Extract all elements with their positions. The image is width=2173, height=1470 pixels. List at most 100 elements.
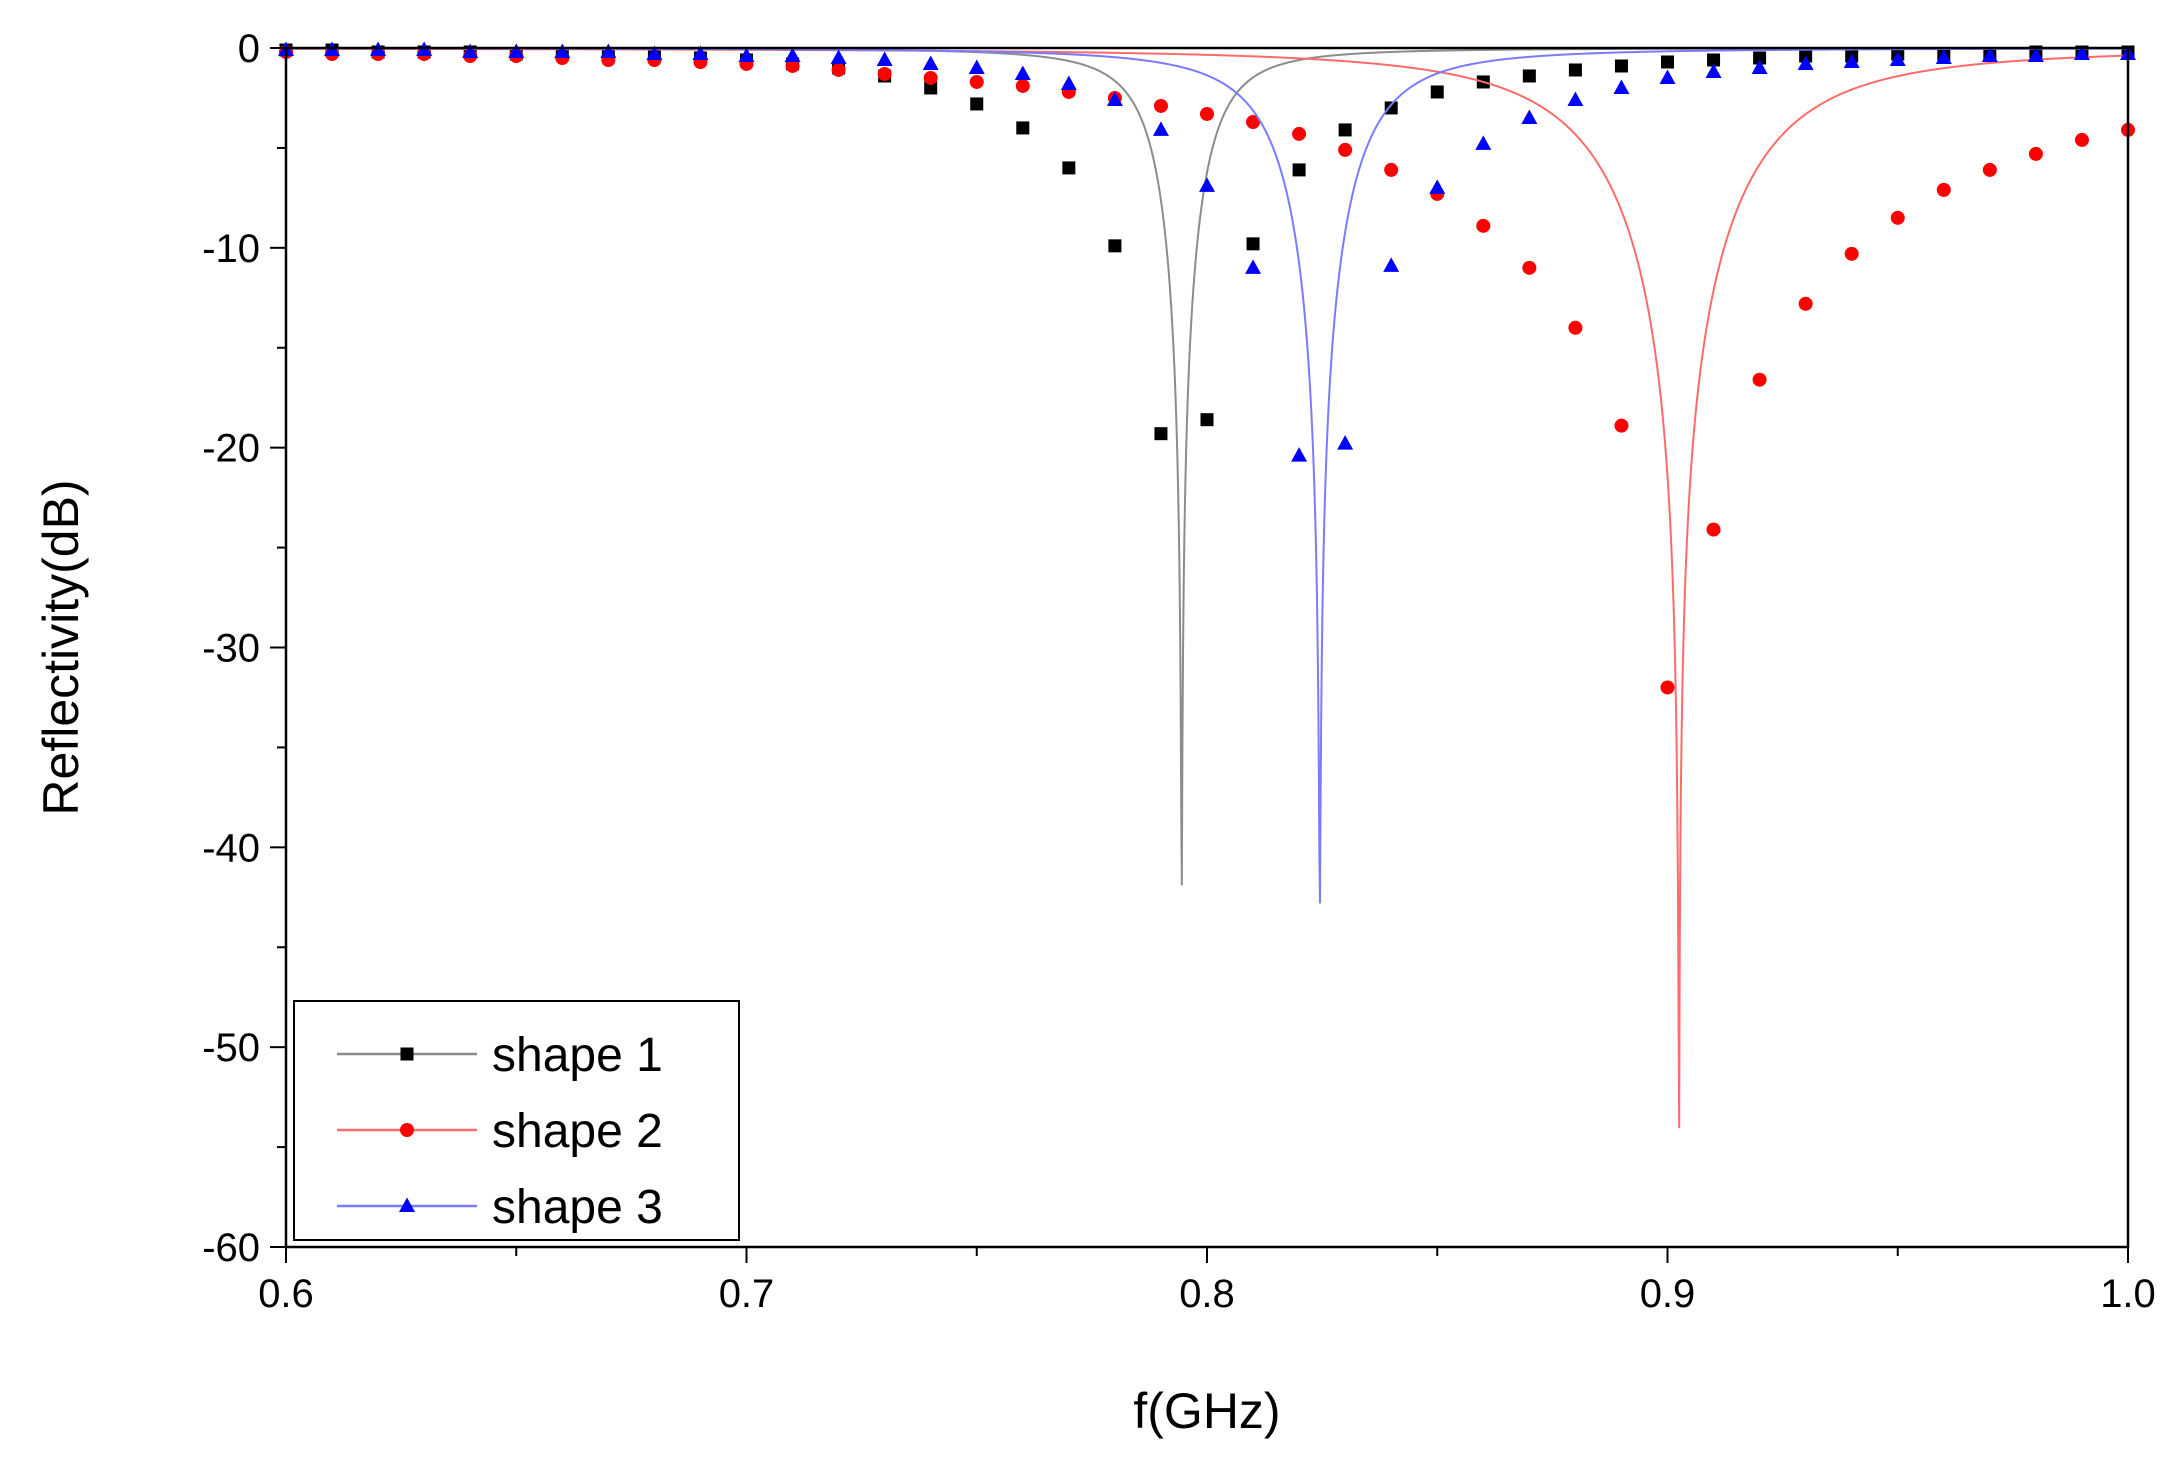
y-tick-label: -60 — [202, 1226, 260, 1270]
series-2-marker — [1568, 320, 1583, 335]
series-3-marker — [1797, 55, 1814, 70]
series-1-marker — [1154, 427, 1168, 441]
series-3-marker — [508, 43, 525, 58]
y-tick-label: -40 — [202, 826, 260, 870]
series-3-marker — [1567, 91, 1584, 106]
series-2-marker — [1844, 246, 1859, 261]
legend-marker — [400, 1047, 414, 1061]
y-axis-label: Reflectivity(dB) — [33, 479, 89, 815]
legend-entry: shape 1 — [337, 1029, 663, 1082]
series-2-marker — [2028, 146, 2043, 161]
series-1-marker — [1200, 413, 1214, 427]
legend: shape 1 shape 2 shape 3 — [293, 1000, 740, 1241]
series-3-marker — [876, 51, 893, 66]
legend-label: shape 3 — [492, 1181, 663, 1234]
series-2-marker — [831, 62, 846, 77]
series-3-marker — [600, 43, 617, 58]
series-3-marker — [1060, 75, 1077, 90]
series-3-marker — [1475, 135, 1492, 150]
series-3-marker — [922, 55, 939, 70]
x-axis-label: f(GHz) — [1133, 1383, 1280, 1439]
y-tick-label: 0 — [238, 27, 260, 71]
series-3-marker — [2027, 47, 2044, 62]
series-3-marker — [1981, 47, 1998, 62]
axis-ticks — [270, 47, 2129, 1263]
series-2-marker — [1292, 126, 1307, 141]
series-2-marker — [2074, 132, 2089, 147]
series-2-marker — [1752, 372, 1767, 387]
series-2-marker — [969, 74, 984, 89]
series-3-marker — [784, 47, 801, 62]
series-2-marker — [1153, 98, 1168, 113]
series-2-marker — [1706, 522, 1721, 537]
series-3-marker — [1843, 53, 1860, 68]
series-1-marker — [924, 81, 938, 95]
legend-marker — [400, 1123, 414, 1137]
series-1-marker — [1707, 53, 1721, 67]
series-3-marker — [1889, 51, 1906, 66]
series-3-marker — [1152, 121, 1169, 136]
series-2-marker — [785, 58, 800, 73]
series-3-marker — [2073, 45, 2090, 60]
series-2-marker — [877, 66, 892, 81]
series-3-marker — [646, 45, 663, 60]
series-2-marker — [1614, 418, 1629, 433]
series-1-marker — [1292, 163, 1306, 177]
x-tick-label: 0.8 — [1179, 1272, 1235, 1316]
series-1-marker — [1430, 85, 1444, 99]
series-3-marker — [1199, 177, 1215, 192]
series-1-marker — [1108, 239, 1122, 253]
series-1-marker — [1614, 59, 1628, 73]
legend-label: shape 1 — [492, 1029, 663, 1082]
x-tick-label: 0.7 — [719, 1272, 775, 1316]
series-1-marker — [1246, 237, 1260, 251]
series-2-marker — [1936, 182, 1951, 197]
legend-box — [293, 1000, 740, 1241]
legend-marker — [399, 1197, 415, 1212]
series-3-marker — [1245, 259, 1262, 274]
series-1-marker — [970, 97, 984, 111]
series-3-marker — [1106, 91, 1123, 106]
series-3-marker — [1014, 65, 1031, 80]
series-2-marker — [1660, 680, 1675, 695]
series-3-marker — [1383, 257, 1400, 272]
x-tick-label: 0.9 — [1640, 1272, 1696, 1316]
series-2-marker — [1982, 162, 1997, 177]
series-3-marker — [738, 47, 755, 62]
series-3-marker — [1429, 179, 1446, 194]
series-2-marker — [923, 70, 938, 85]
y-tick-label: -30 — [202, 627, 260, 671]
series-3-marker — [1291, 447, 1308, 462]
series-1-marker — [1338, 123, 1352, 137]
legend-entry: shape 3 — [337, 1181, 663, 1234]
series-1-marker — [1661, 55, 1674, 69]
series-3-marker — [692, 45, 709, 60]
series-2-marker — [1015, 78, 1030, 93]
series-3-marker — [1751, 59, 1768, 74]
series-3-marker — [1705, 63, 1722, 78]
series-1-marker — [1568, 63, 1582, 77]
x-tick-label: 1.0 — [2100, 1272, 2156, 1316]
series-2-marker — [1476, 218, 1491, 233]
series-2-marker — [1890, 210, 1905, 225]
series-1-marker — [1016, 121, 1030, 135]
y-tick-label: -20 — [202, 427, 260, 471]
series-2-marker — [1522, 260, 1537, 275]
series-3-marker — [1337, 435, 1354, 450]
series-2-marker — [1798, 296, 1813, 311]
series-1-marker — [1062, 161, 1076, 175]
series-3-marker — [554, 43, 571, 58]
series-2-marker — [1200, 106, 1214, 121]
series-1-marker — [1384, 101, 1398, 115]
series-2-marker — [1246, 114, 1261, 129]
series-3-marker — [1935, 49, 1952, 64]
x-tick-label: 0.6 — [258, 1272, 314, 1316]
series-2-marker — [1384, 162, 1399, 177]
series-1-marker — [1522, 69, 1536, 83]
series-3-marker — [1613, 79, 1630, 94]
axis-tick-labels: 0.6 0.7 0.8 0.9 1.0 0 -10 -20 -30 -40 -50 -60 — [202, 27, 2156, 1316]
series-3-marker — [830, 49, 847, 64]
series-2-marker — [1338, 142, 1353, 157]
